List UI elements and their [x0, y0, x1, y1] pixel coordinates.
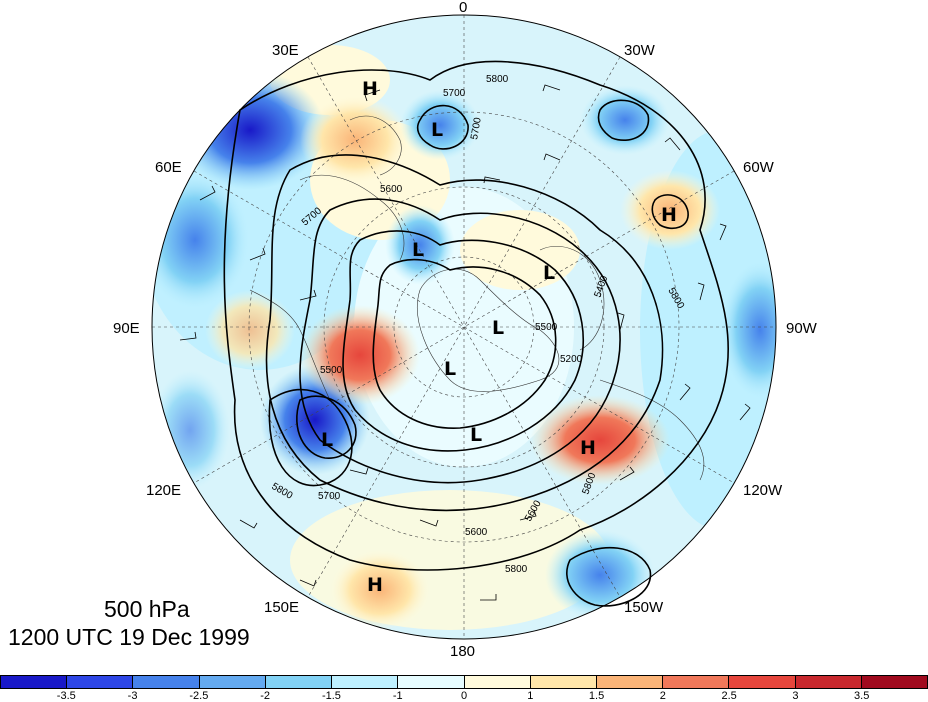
colorbar-tick-label: 2: [659, 690, 666, 702]
contour-label: 5700: [443, 88, 466, 99]
colorbar-tick-label: 2.5: [721, 690, 737, 702]
colorbar-segment: [332, 676, 399, 688]
pressure-level-title: 500 hPa: [104, 596, 190, 622]
high-center: H: [362, 78, 378, 100]
polar-stereographic-map: 5800 5700 5700 5600 5700 5500 5600 5800 …: [151, 14, 777, 640]
colorbar-segment: [67, 676, 134, 688]
lon-label-60e: 60E: [155, 159, 182, 176]
high-center: H: [580, 437, 596, 459]
low-center: L: [543, 262, 555, 284]
colorbar-tick-label: -2: [260, 690, 271, 702]
map-border: [151, 14, 777, 640]
low-center: L: [470, 424, 482, 446]
colorbar-segment: [729, 676, 796, 688]
datetime-title: 1200 UTC 19 Dec 1999: [8, 624, 250, 650]
colorbar-segment: [464, 676, 531, 688]
colorbar-tick-label: 0: [460, 690, 468, 702]
colorbar-segment: [596, 676, 664, 688]
height-contours: [223, 60, 730, 607]
colorbar-segment: [398, 676, 465, 688]
lon-label-150e: 150E: [264, 599, 300, 616]
contour-label: 5500: [535, 322, 558, 333]
colorbar-tick-label: 1.5: [588, 690, 605, 702]
lon-label-90e: 90E: [113, 320, 140, 337]
low-center: L: [492, 317, 504, 339]
low-center: L: [444, 358, 456, 380]
lon-label-30e: 30E: [272, 42, 299, 59]
lon-label-120e: 120E: [146, 482, 182, 499]
colorbar-segment: [265, 676, 333, 688]
colorbar-tick-label: 3.5: [854, 690, 870, 702]
colorbar-segment: [663, 676, 730, 688]
high-center: H: [661, 204, 677, 226]
lon-label-120w: 120W: [743, 482, 783, 499]
pressure-centers: H L H L L L L L L H H: [321, 78, 677, 596]
lon-label-180: 180: [450, 643, 476, 660]
colorbar-tick-label: 1: [527, 690, 534, 702]
colorbar-tick-label: 3: [792, 690, 799, 702]
contour-label: 5600: [380, 184, 403, 195]
contour-label: 5700: [469, 116, 484, 140]
colorbar: [0, 675, 928, 689]
graticule: [152, 15, 776, 639]
colorbar-tick-label: -3.5: [56, 690, 76, 702]
colorbar-segment: [1, 676, 68, 688]
colorbar-segment: [199, 676, 266, 688]
high-center: H: [367, 574, 383, 596]
colorbar-tick-label: -1: [392, 690, 403, 702]
lon-label-60w: 60W: [743, 159, 774, 176]
contour-label: 5800: [486, 74, 509, 85]
contour-label: 5800: [505, 564, 528, 575]
contour-label: 5500: [320, 365, 343, 376]
low-center: L: [412, 239, 424, 261]
wind-barbs: [179, 84, 751, 601]
lon-label-0: 0: [459, 0, 468, 16]
contour-label: 5200: [560, 354, 583, 365]
colorbar-segment: [861, 676, 928, 688]
colorbar-segment: [133, 676, 200, 688]
colorbar-segment: [530, 676, 597, 688]
low-center: L: [321, 429, 333, 451]
colorbar-segment: [795, 676, 862, 688]
lon-label-150w: 150W: [624, 599, 664, 616]
contour-label: 5700: [318, 491, 341, 502]
contour-label: 5600: [465, 527, 488, 538]
colorbar-tick-label: -1.5: [321, 690, 341, 702]
colorbar-tick-label: -2.5: [189, 690, 209, 702]
colorbar-tick-label: -3: [127, 690, 138, 702]
low-center: L: [431, 119, 443, 141]
lon-label-90w: 90W: [786, 320, 817, 337]
lon-label-30w: 30W: [624, 42, 655, 59]
